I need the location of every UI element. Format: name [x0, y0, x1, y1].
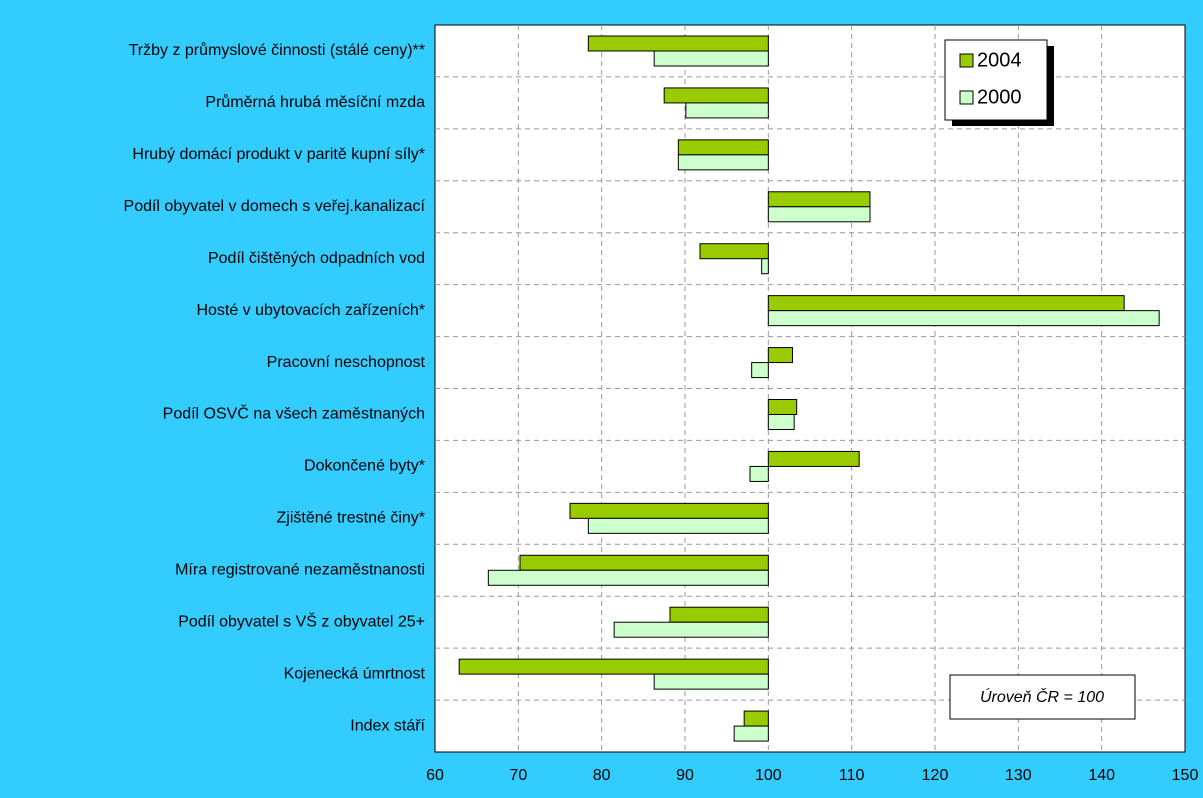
y-tick-label: Míra registrované nezaměstnanosti [175, 561, 425, 578]
bar [569, 502, 769, 519]
bar [677, 139, 769, 156]
y-tick-label: Podíl čištěných odpadních vod [208, 250, 425, 267]
bar [767, 399, 798, 415]
bar [699, 243, 769, 260]
legend-label: 2000 [977, 86, 1022, 108]
y-tick-label: Zjištěné trestné činy* [276, 510, 425, 527]
y-tick-label: Dokončené byty* [304, 458, 425, 475]
bar [733, 725, 769, 742]
legend-swatch [959, 53, 974, 68]
x-tick-label: 120 [922, 767, 949, 784]
y-tick-label: Podíl obyvatel v domech s veřej.kanaliza… [124, 198, 426, 215]
y-tick-label: Hrubý domácí produkt v paritě kupní síly… [132, 146, 425, 163]
bar [685, 102, 769, 119]
x-tick-label: 130 [1005, 767, 1032, 784]
bar [653, 50, 769, 67]
bar [767, 206, 871, 223]
legend [944, 39, 1048, 121]
y-tick-label: Průměrná hrubá měsíční mzda [205, 93, 425, 111]
bar [669, 606, 769, 623]
bar [743, 710, 769, 727]
x-tick-label: 60 [426, 767, 444, 784]
bar [767, 295, 1125, 312]
annotation-box [949, 674, 1136, 720]
y-tick-label: Index stáří [350, 717, 425, 734]
y-tick-label: Hosté v ubytovacích zařízeních* [196, 302, 425, 319]
x-tick-label: 70 [509, 767, 527, 784]
x-tick-label: 150 [1172, 767, 1199, 784]
bar [487, 569, 769, 586]
bar [767, 310, 1160, 327]
bar [663, 87, 769, 104]
y-tick-label: Tržby z průmyslové činnosti (stálé ceny)… [129, 41, 425, 59]
bar [767, 347, 793, 364]
bar [587, 517, 769, 534]
bar [749, 465, 769, 482]
x-tick-label: 110 [839, 767, 865, 784]
bar [613, 621, 769, 638]
bar [751, 362, 769, 379]
legend-label: 2004 [977, 49, 1022, 71]
annotation: Úroveň ČR = 100 [980, 687, 1104, 706]
x-tick-label: 90 [676, 767, 694, 784]
y-tick-label: Kojenecká úmrtnost [284, 665, 426, 682]
bar [458, 658, 769, 675]
x-tick-label: 100 [755, 767, 782, 784]
x-tick-label: 140 [1088, 767, 1115, 784]
bar [761, 258, 769, 275]
bar [519, 554, 769, 571]
legend-swatch [959, 90, 974, 105]
bar [767, 191, 871, 208]
bar [677, 154, 769, 171]
x-tick-label: 80 [593, 767, 611, 784]
y-tick-label: Pracovní neschopnost [267, 354, 426, 371]
y-tick-label: Podíl OSVČ na všech zaměstnaných [163, 404, 425, 423]
bar [653, 673, 769, 690]
bar [587, 35, 769, 52]
bar [767, 450, 860, 467]
bar [767, 414, 795, 430]
y-tick-label: Podíl obyvatel s VŠ z obyvatel 25+ [178, 611, 425, 630]
